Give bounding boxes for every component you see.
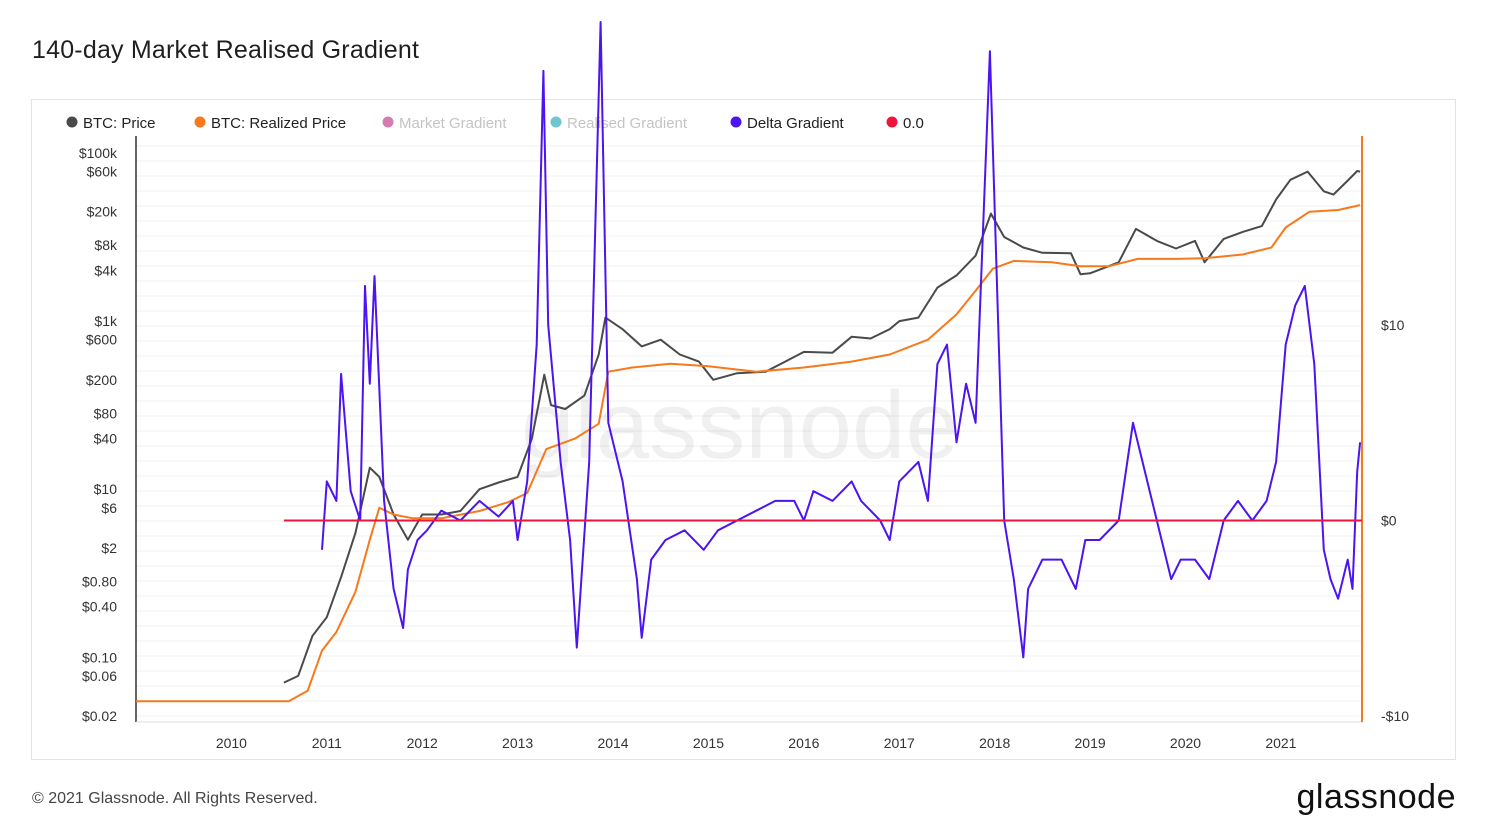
- legend-item: BTC: Realized Price: [194, 115, 346, 132]
- y-right-tick-label: -$10: [1381, 708, 1409, 724]
- series-line-delta-gradient: [321, 21, 1362, 659]
- y-left-tick-label: $4k: [94, 262, 118, 278]
- x-tick-label: 2021: [1265, 735, 1296, 751]
- legend-label: 0.0: [903, 115, 924, 132]
- legend-label: BTC: Realized Price: [211, 115, 346, 132]
- series-group: [136, 21, 1362, 703]
- legend-swatch-icon: [730, 116, 742, 128]
- y-left-tick-label: $80: [94, 405, 118, 421]
- y-left-tick-label: $200: [86, 372, 117, 388]
- x-tick-label: 2010: [216, 735, 247, 751]
- y-right-tick-label: $10: [1381, 317, 1405, 333]
- y-left-tick-label: $2: [101, 540, 117, 556]
- legend-swatch-icon: [66, 116, 78, 128]
- x-tick-label: 2015: [693, 735, 724, 751]
- legend-swatch-icon: [382, 116, 394, 128]
- grid-lines: [136, 145, 1362, 717]
- glassnode-logo: glassnode: [1296, 778, 1456, 816]
- y-left-tick-label: $0.06: [82, 668, 117, 684]
- axes: $100k $60k $20k $8k $4k $1k $600 $200 $80 $40 $10 $…: [79, 136, 1409, 751]
- y-left-tick-label: $0.02: [82, 708, 117, 724]
- x-tick-label: 2013: [502, 735, 533, 751]
- legend: BTC: Price BTC: Realized Price Market Grad…: [66, 115, 924, 132]
- series-line-btc-realized-price: [136, 204, 1361, 703]
- legend-label: BTC: Price: [83, 115, 156, 132]
- y-left-tick-label: $100k: [79, 145, 118, 161]
- legend-item: Delta Gradient: [730, 115, 845, 132]
- y-left-tick-label: $40: [94, 431, 118, 447]
- y-right-tick-label: $0: [1381, 513, 1397, 529]
- page-title: 140-day Market Realised Gradient: [32, 36, 420, 64]
- legend-item: 0.0: [886, 115, 924, 132]
- y-left-tick-label: $0.10: [82, 649, 117, 665]
- legend-swatch-icon: [194, 116, 206, 128]
- x-tick-label: 2018: [979, 735, 1010, 751]
- legend-swatch-icon: [886, 116, 898, 128]
- legend-swatch-icon: [550, 116, 562, 128]
- copyright-text: © 2021 Glassnode. All Rights Reserved.: [32, 790, 318, 807]
- x-tick-label: 2019: [1075, 735, 1106, 751]
- legend-item: Realised Gradient: [550, 115, 688, 132]
- x-tick-label: 2014: [597, 735, 628, 751]
- y-left-tick-label: $600: [86, 332, 117, 348]
- chart-panel: [31, 99, 1456, 760]
- y-left-tick-label: $10: [94, 481, 118, 497]
- legend-item: Market Gradient: [382, 115, 507, 132]
- y-left-tick-label: $8k: [94, 237, 118, 253]
- x-tick-label: 2011: [312, 735, 342, 751]
- legend-item: BTC: Price: [66, 115, 156, 132]
- legend-label: Market Gradient: [399, 115, 507, 132]
- x-tick-label: 2012: [407, 735, 438, 751]
- legend-label: Realised Gradient: [567, 115, 688, 132]
- y-left-tick-label: $0.80: [82, 573, 117, 589]
- x-tick-label: 2020: [1170, 735, 1201, 751]
- y-left-tick-label: $1k: [94, 313, 118, 329]
- y-left-tick-label: $60k: [87, 164, 118, 180]
- legend-label: Delta Gradient: [747, 115, 845, 132]
- y-left-tick-label: $0.40: [82, 599, 117, 615]
- y-left-tick-label: $6: [101, 500, 117, 516]
- y-left-tick-label: $20k: [87, 204, 118, 220]
- x-tick-label: 2016: [788, 735, 819, 751]
- x-tick-label: 2017: [884, 735, 915, 751]
